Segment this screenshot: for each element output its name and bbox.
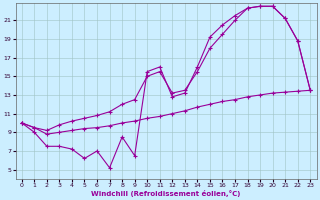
X-axis label: Windchill (Refroidissement éolien,°C): Windchill (Refroidissement éolien,°C) bbox=[91, 190, 241, 197]
